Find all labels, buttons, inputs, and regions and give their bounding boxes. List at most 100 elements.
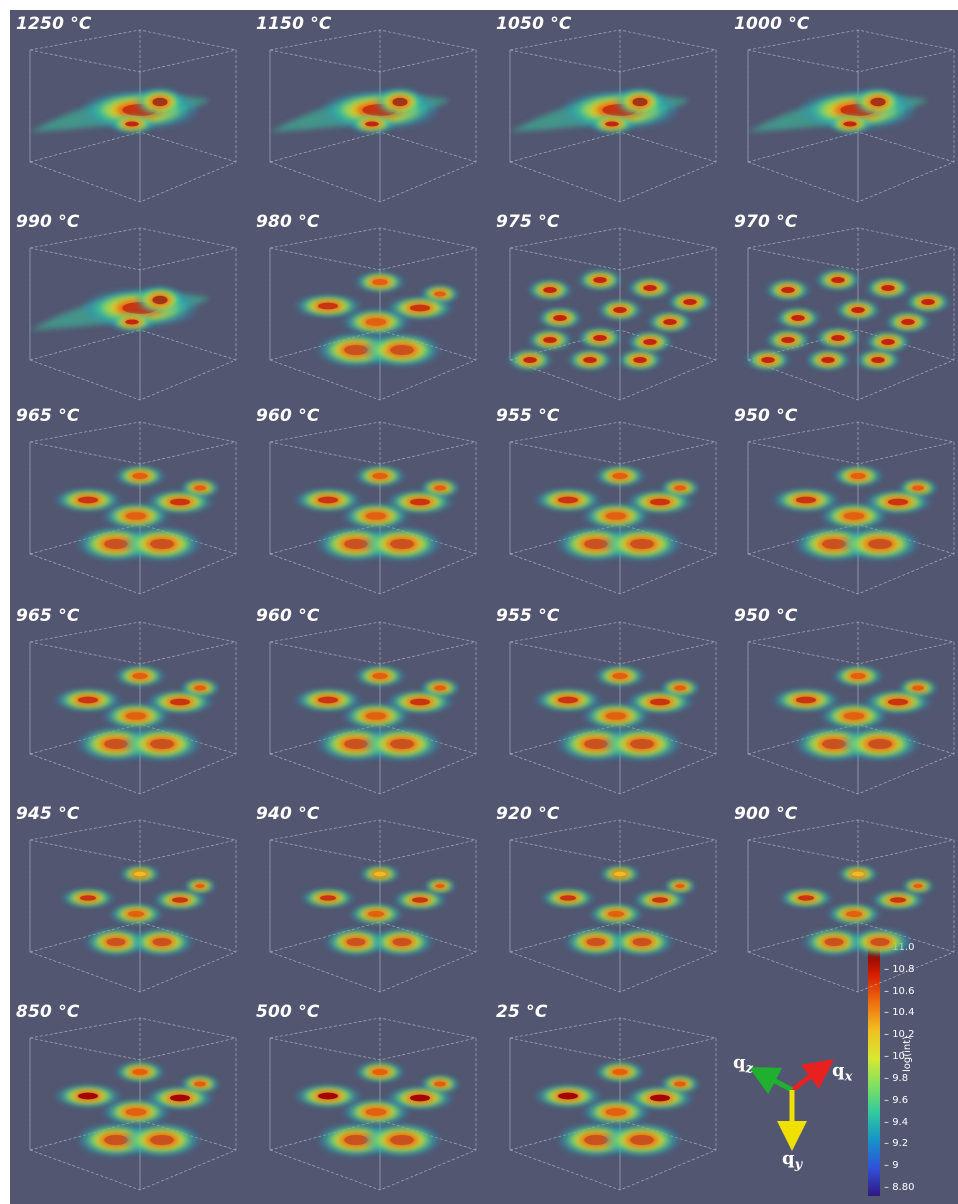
- diffraction-panel: 955 °C: [490, 604, 726, 802]
- colorbar-tick-value: 9.6: [892, 1094, 909, 1106]
- temperature-label: 940 °C: [256, 804, 320, 824]
- colorbar-tick-mark: –: [884, 1160, 893, 1172]
- temperature-label: 950 °C: [734, 606, 798, 626]
- volume-render: [269, 819, 477, 993]
- volume-render: [747, 421, 955, 595]
- volume-render: [269, 227, 477, 401]
- qx-label: qx: [832, 1060, 853, 1085]
- volume-render: [269, 29, 477, 203]
- colorbar-tick-value: 9.4: [892, 1116, 909, 1128]
- bounding-box: [269, 29, 477, 203]
- bounding-box: [747, 29, 955, 203]
- volume-render: [509, 819, 717, 993]
- temperature-label: 1000 °C: [734, 14, 810, 34]
- volume-render: [509, 29, 717, 203]
- volume-render: [29, 421, 237, 595]
- volume-render: [508, 227, 717, 401]
- colorbar-tick-mark: –: [884, 1051, 893, 1063]
- volume-render: [269, 1017, 477, 1191]
- colorbar-tick-label: – 9.2: [884, 1138, 908, 1149]
- qz-arrow: [748, 1066, 794, 1095]
- temperature-label: 500 °C: [256, 1002, 320, 1022]
- colorbar-tick-mark: –: [884, 1094, 893, 1106]
- volume-render: [29, 1017, 237, 1191]
- qz-label: qz: [733, 1052, 753, 1077]
- colorbar-tick-label: – 9.4: [884, 1117, 908, 1128]
- colorbar-tick-value: 9.2: [892, 1138, 909, 1150]
- colorbar-tick-mark: –: [884, 1116, 893, 1128]
- volume-render: [746, 227, 955, 401]
- volume-render: [509, 1017, 717, 1191]
- diffraction-panel: 960 °C: [250, 604, 486, 802]
- temperature-label: 965 °C: [16, 406, 80, 426]
- colorbar-tick-value: 8.80: [892, 1182, 915, 1193]
- diffraction-panel: 990 °C: [10, 210, 246, 408]
- temperature-label: 920 °C: [496, 804, 560, 824]
- colorbar-tick-value: 10.2: [892, 1029, 915, 1041]
- colorbar-tick-mark: –: [884, 1007, 893, 1019]
- volume-render: [29, 29, 237, 203]
- diffraction-panel: 975 °C: [490, 210, 726, 408]
- volume-render: [269, 421, 477, 595]
- diffraction-panel: 960 °C: [250, 404, 486, 602]
- temperature-label: 970 °C: [734, 212, 798, 232]
- diffraction-panel: 970 °C: [728, 210, 958, 408]
- colorbar-tick-value: 10.4: [892, 1007, 915, 1019]
- temperature-label: 990 °C: [16, 212, 80, 232]
- temperature-label: 960 °C: [256, 406, 320, 426]
- temperature-label: 950 °C: [734, 406, 798, 426]
- diffraction-panel: 950 °C: [728, 604, 958, 802]
- temperature-label: 980 °C: [256, 212, 320, 232]
- qy-label: qy: [782, 1148, 803, 1173]
- volume-render: [747, 621, 955, 795]
- colorbar-tick-value: 10.6: [892, 985, 915, 997]
- colorbar-tick-value: 10: [892, 1051, 905, 1063]
- diffraction-panel: 25 °C: [490, 1000, 726, 1198]
- colorbar-tick-mark: –: [884, 985, 893, 997]
- diffraction-panel: 1250 °C: [10, 12, 246, 210]
- bounding-box: [509, 29, 717, 203]
- diffraction-panel: 1150 °C: [250, 12, 486, 210]
- colorbar-tick-label: – 8.80: [884, 1182, 914, 1193]
- bounding-box: [29, 29, 237, 203]
- temperature-label: 900 °C: [734, 804, 798, 824]
- colorbar-tick-value: 9: [892, 1160, 899, 1172]
- temperature-label: 1150 °C: [256, 14, 332, 34]
- colorbar-tick-label: – 10.6: [884, 986, 914, 997]
- volume-render: [509, 621, 717, 795]
- colorbar-tick-label: – 9: [884, 1160, 899, 1171]
- temperature-label: 965 °C: [16, 606, 80, 626]
- diffraction-panel: 980 °C: [250, 210, 486, 408]
- temperature-label: 960 °C: [256, 606, 320, 626]
- volume-render: [29, 227, 237, 401]
- colorbar-tick-mark: –: [884, 963, 893, 975]
- volume-render: [747, 819, 955, 993]
- volume-render: [269, 621, 477, 795]
- temperature-label: 975 °C: [496, 212, 560, 232]
- diffraction-panel: 850 °C: [10, 1000, 246, 1198]
- colorbar: [868, 948, 880, 1196]
- diffraction-panel: 900 °C: [728, 802, 958, 1000]
- diffraction-panel: 1050 °C: [490, 12, 726, 210]
- colorbar-tick-label: – 9.6: [884, 1095, 908, 1106]
- temperature-label: 955 °C: [496, 606, 560, 626]
- axes-triad: [748, 1059, 835, 1151]
- diffraction-panel: 940 °C: [250, 802, 486, 1000]
- colorbar-title: log(int): [902, 1035, 913, 1072]
- colorbar-tick-value: 10.8: [892, 963, 915, 975]
- temperature-label: 1050 °C: [496, 14, 572, 34]
- colorbar-tick-label: – 10.8: [884, 964, 914, 975]
- temperature-label: 850 °C: [16, 1002, 80, 1022]
- colorbar-tick-label: – 10.2: [884, 1029, 914, 1040]
- colorbar-tick-label: – 10.4: [884, 1007, 914, 1018]
- diffraction-panel: 500 °C: [250, 1000, 486, 1198]
- colorbar-tick-mark: –: [884, 1182, 893, 1193]
- diffraction-panel: 965 °C: [10, 404, 246, 602]
- temperature-label: 945 °C: [16, 804, 80, 824]
- volume-render: [747, 29, 955, 203]
- colorbar-tick-value: 9.8: [892, 1072, 909, 1084]
- diffraction-panel: 920 °C: [490, 802, 726, 1000]
- volume-render: [509, 421, 717, 595]
- colorbar-tick-label: – 10: [884, 1051, 905, 1062]
- diffraction-panel: 955 °C: [490, 404, 726, 602]
